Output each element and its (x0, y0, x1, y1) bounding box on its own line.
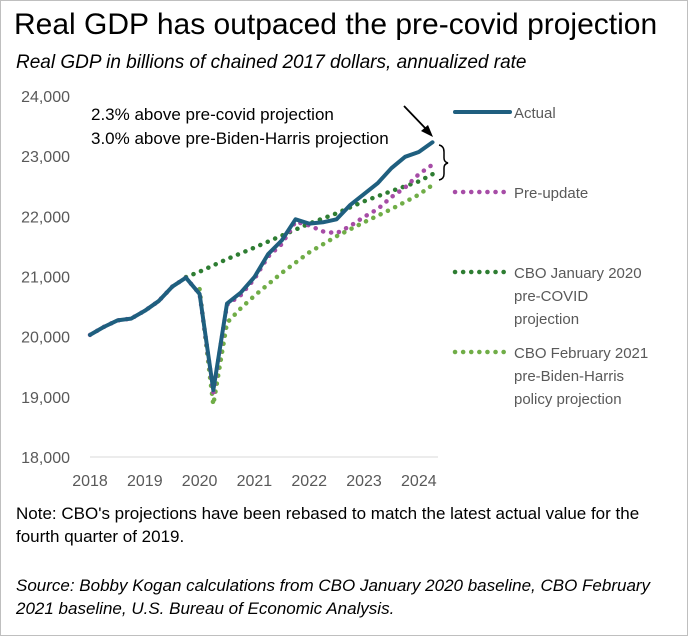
legend-label: Pre-update (514, 185, 588, 202)
x-tick-label: 2019 (127, 473, 163, 490)
x-tick-label: 2022 (291, 473, 327, 490)
annotation-brace-icon (438, 144, 449, 181)
y-tick-label: 18,000 (21, 450, 70, 467)
legend-label: CBO February 2021 (514, 345, 648, 362)
chart-title: Real GDP has outpaced the pre-covid proj… (14, 8, 658, 41)
x-tick-label: 2023 (346, 473, 382, 490)
chart-subtitle: Real GDP in billions of chained 2017 dol… (16, 52, 527, 73)
legend-label: projection (514, 311, 579, 328)
x-tick-label: 2024 (401, 473, 437, 490)
legend-label: CBO January 2020 (514, 265, 642, 282)
annotation-prebiden: 3.0% above pre-Biden-Harris projection (91, 129, 389, 148)
legend: Actual Pre-update CBO January 2020 pre-COVI… (452, 105, 648, 408)
annotation-precovid: 2.3% above pre-covid projection (91, 105, 334, 124)
y-axis-ticks: 18,000 19,000 20,000 21,000 22,000 23,000 24,0… (21, 89, 70, 467)
legend-label: pre-Biden-Harris (514, 368, 624, 385)
x-axis-ticks: 2018 2019 2020 2021 2022 2023 2024 (72, 473, 437, 490)
legend-label: pre-COVID (514, 288, 588, 305)
chart-note: Note: CBO's projections have been rebase… (16, 504, 640, 546)
y-tick-label: 24,000 (21, 89, 70, 106)
x-tick-label: 2020 (182, 473, 218, 490)
annotation-layer: 2.3% above pre-covid projection 3.0% abo… (91, 105, 449, 181)
series-layer (87, 140, 435, 407)
y-tick-label: 23,000 (21, 149, 70, 166)
series-line-cbo-february-2021-pre-biden-harris-policy-projection (197, 182, 435, 407)
annotation-arrow-icon (403, 105, 433, 137)
y-tick-label: 20,000 (21, 330, 70, 347)
y-tick-label: 21,000 (21, 270, 70, 287)
x-tick-label: 2018 (72, 473, 108, 490)
legend-label: policy projection (514, 391, 622, 408)
y-tick-label: 19,000 (21, 390, 70, 407)
series-line-pre-update (87, 162, 435, 395)
legend-label: Actual (514, 105, 556, 122)
y-tick-label: 22,000 (21, 209, 70, 226)
chart-source: Source: Bobby Kogan calculations from CB… (16, 576, 651, 618)
line-chart: 18,000 19,000 20,000 21,000 22,000 23,000 24,0… (21, 89, 648, 490)
series-line-actual (88, 140, 435, 393)
x-tick-label: 2021 (237, 473, 273, 490)
